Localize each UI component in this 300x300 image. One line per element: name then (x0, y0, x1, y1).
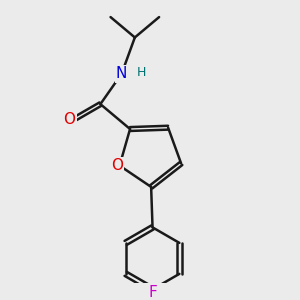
Text: N: N (116, 66, 127, 81)
Text: O: O (111, 158, 123, 173)
Text: O: O (63, 112, 75, 128)
Text: H: H (136, 66, 146, 79)
Text: F: F (148, 285, 157, 300)
